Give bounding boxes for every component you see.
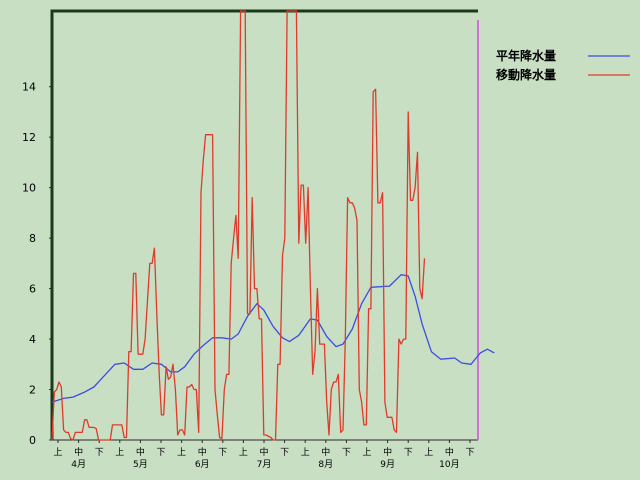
x-tick-label: 中 bbox=[74, 446, 83, 458]
month-label: 10月 bbox=[439, 459, 459, 470]
y-tick-label: 12 bbox=[22, 131, 36, 144]
x-tick-label: 上 bbox=[115, 447, 124, 458]
x-tick-label: 中 bbox=[383, 446, 392, 458]
x-tick-label: 下 bbox=[404, 448, 413, 458]
x-tick-label: 中 bbox=[321, 446, 330, 458]
y-tick-label: 2 bbox=[29, 384, 36, 397]
x-tick-label: 上 bbox=[239, 447, 248, 458]
x-tick-label: 下 bbox=[465, 448, 474, 458]
series-line-2 bbox=[51, 10, 426, 441]
y-tick-label: 10 bbox=[22, 182, 36, 195]
y-tick-label: 0 bbox=[29, 434, 36, 447]
x-tick-label: 上 bbox=[424, 447, 433, 458]
x-tick-label: 下 bbox=[280, 448, 289, 458]
tick-labels: 02468101214上中下上中下上中下上中下上中下上中下上中下4月 5月 6月 7月… bbox=[22, 81, 475, 470]
month-label: 5月 bbox=[133, 459, 148, 470]
series-line-1 bbox=[51, 274, 495, 403]
x-tick-label: 中 bbox=[198, 446, 207, 458]
month-label: 7月 bbox=[257, 459, 272, 470]
legend-label-2: 移動降水量 bbox=[496, 67, 556, 82]
x-tick-label: 上 bbox=[301, 447, 310, 458]
x-tick-label: 中 bbox=[136, 446, 145, 458]
y-tick-label: 14 bbox=[22, 81, 36, 94]
month-label: 8月 bbox=[318, 459, 333, 470]
x-tick-label: 上 bbox=[177, 447, 186, 458]
legend-label-1: 平年降水量 bbox=[496, 48, 556, 63]
axes bbox=[49, 9, 479, 443]
series-lines bbox=[51, 10, 495, 441]
y-tick-label: 4 bbox=[29, 333, 36, 346]
month-label: 9月 bbox=[380, 459, 395, 470]
x-tick-label: 中 bbox=[445, 446, 454, 458]
x-tick-label: 上 bbox=[362, 447, 371, 458]
x-tick-label: 下 bbox=[342, 448, 351, 458]
x-tick-label: 下 bbox=[156, 448, 165, 458]
x-tick-label: 下 bbox=[95, 448, 104, 458]
x-tick-label: 中 bbox=[259, 446, 268, 458]
x-tick-label: 下 bbox=[218, 448, 227, 458]
month-label: 6月 bbox=[195, 459, 210, 470]
y-tick-label: 6 bbox=[29, 283, 36, 296]
y-tick-label: 8 bbox=[29, 232, 36, 245]
month-label: 4月 bbox=[71, 459, 86, 470]
x-tick-label: 上 bbox=[53, 447, 62, 458]
